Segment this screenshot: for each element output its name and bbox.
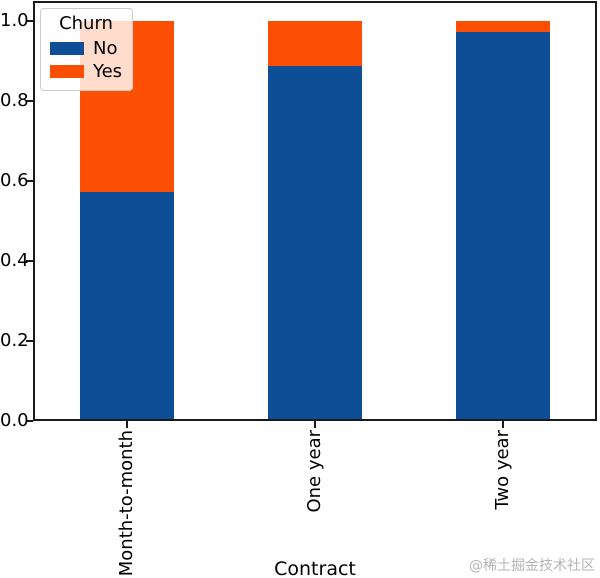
x-tick-label-month-to-month: Month-to-month (116, 430, 137, 577)
y-tick-label: 0.8 (0, 90, 29, 111)
legend-swatch-no (50, 42, 84, 55)
legend-title: Churn (59, 13, 113, 34)
y-tick-label: 0.4 (0, 250, 29, 271)
bar-segment-yes-one-year (268, 21, 362, 67)
legend-entries: No Yes (50, 37, 122, 83)
legend-entry-yes: Yes (50, 60, 122, 83)
y-tick (26, 260, 33, 262)
y-tick (26, 420, 33, 422)
legend-label-no: No (93, 38, 118, 59)
x-tick (126, 421, 128, 428)
legend: Churn No Yes (40, 8, 134, 91)
y-tick (26, 340, 33, 342)
bar-segment-no-one-year (268, 66, 362, 421)
x-tick (502, 421, 504, 428)
bar-segment-yes-two-year (456, 21, 550, 33)
y-tick-label: 0.2 (0, 330, 29, 351)
x-axis-label: Contract (274, 558, 356, 578)
x-tick (314, 421, 316, 428)
y-tick-label: 0.0 (0, 410, 29, 431)
watermark: @稀土掘金技术社区 (469, 558, 595, 574)
y-tick (26, 180, 33, 182)
legend-entry-no: No (50, 37, 122, 60)
y-tick-label: 1.0 (0, 10, 29, 31)
y-tick (26, 100, 33, 102)
y-tick-label: 0.6 (0, 170, 29, 191)
bar-segment-no-two-year (456, 32, 550, 421)
legend-label-yes: Yes (93, 61, 123, 82)
x-tick-label-one-year: One year (304, 430, 325, 513)
y-tick (26, 20, 33, 22)
legend-swatch-yes (50, 65, 84, 78)
x-tick-label-two-year: Two year (492, 430, 513, 510)
bar-segment-no-month-to-month (80, 191, 174, 421)
